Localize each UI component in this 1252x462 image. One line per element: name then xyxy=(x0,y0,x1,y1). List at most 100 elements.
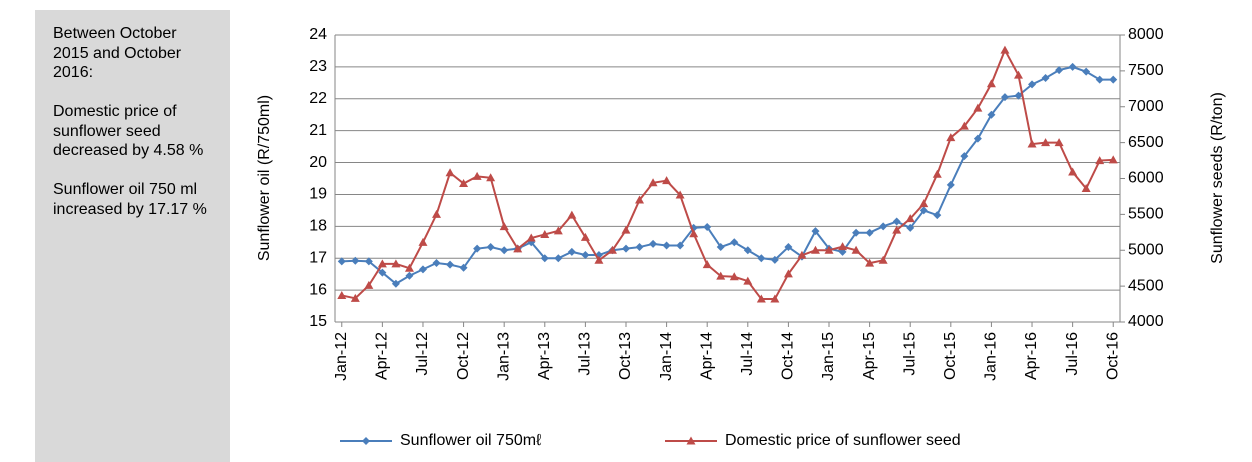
data-point xyxy=(499,222,509,231)
data-point xyxy=(580,232,590,241)
data-point xyxy=(973,134,982,143)
data-point xyxy=(1000,93,1009,102)
data-point xyxy=(946,133,956,142)
x-tick-label: Apr-14 xyxy=(698,332,715,380)
data-point xyxy=(364,280,374,289)
data-point xyxy=(446,260,455,269)
y-tick-label: 18 xyxy=(309,218,327,235)
data-point xyxy=(635,243,644,252)
data-point xyxy=(391,259,401,268)
y2-tick-label: 5500 xyxy=(1128,206,1164,223)
data-point xyxy=(418,237,428,246)
data-point xyxy=(540,229,550,238)
data-point xyxy=(852,228,861,237)
data-point xyxy=(432,259,441,268)
data-point xyxy=(1109,75,1118,84)
x-tick-label: Oct-14 xyxy=(780,332,797,380)
data-point xyxy=(892,217,901,226)
data-point xyxy=(865,228,874,237)
data-point xyxy=(635,195,645,204)
x-tick-label: Oct-12 xyxy=(455,332,472,380)
data-point xyxy=(418,265,427,274)
y-tick-label: 19 xyxy=(309,186,327,203)
data-point xyxy=(906,223,915,232)
data-point xyxy=(473,244,482,253)
data-point xyxy=(919,199,929,208)
series-line xyxy=(341,47,1114,301)
data-point xyxy=(391,279,400,288)
y2-tick-label: 7000 xyxy=(1128,98,1164,115)
x-tick-label: Oct-15 xyxy=(942,332,959,380)
data-point xyxy=(1028,80,1037,89)
data-point xyxy=(1068,62,1077,71)
data-point xyxy=(743,246,752,255)
x-tick-label: Jan-15 xyxy=(820,332,837,381)
data-point xyxy=(933,211,942,220)
data-point xyxy=(686,436,696,445)
data-point xyxy=(621,225,631,234)
data-point xyxy=(730,238,739,247)
data-point xyxy=(540,254,549,263)
data-point xyxy=(1014,91,1023,100)
data-point xyxy=(362,437,370,445)
y-tick-label: 17 xyxy=(309,249,327,266)
y-axis-title: Sunflower oil (R/750ml) xyxy=(256,95,273,261)
data-point xyxy=(689,229,699,238)
x-tick-label: Jan-14 xyxy=(658,332,675,381)
data-point xyxy=(594,255,604,264)
x-tick-label: Apr-12 xyxy=(374,332,391,380)
data-point xyxy=(662,241,671,250)
data-point xyxy=(729,272,739,281)
data-point xyxy=(405,271,414,280)
x-tick-label: Jan-13 xyxy=(495,332,512,381)
data-point xyxy=(1000,45,1010,54)
summary-text: Sunflower oil 750 ml increased by 17.17 … xyxy=(53,181,207,218)
data-point xyxy=(946,180,955,189)
y-tick-label: 22 xyxy=(309,90,327,107)
data-point xyxy=(770,294,780,303)
data-point xyxy=(1068,167,1078,176)
data-point xyxy=(621,244,630,253)
legend-label: Sunflower oil 750mℓ xyxy=(400,432,541,449)
data-point xyxy=(743,276,753,285)
data-point xyxy=(675,190,685,199)
data-point xyxy=(851,245,861,254)
data-point xyxy=(960,152,969,161)
y-tick-label: 24 xyxy=(309,26,327,43)
data-point xyxy=(554,254,563,263)
x-tick-label: Oct-16 xyxy=(1104,332,1121,380)
data-point xyxy=(1054,138,1064,147)
summary-text: Between October 2015 and October 2016: xyxy=(53,25,182,81)
data-point xyxy=(892,225,902,234)
x-tick-label: Jul-12 xyxy=(414,332,431,376)
data-point xyxy=(986,79,996,88)
x-tick-label: Jul-13 xyxy=(577,332,594,376)
x-tick-label: Apr-16 xyxy=(1023,332,1040,380)
data-point xyxy=(350,293,360,302)
data-point xyxy=(364,257,373,266)
y-tick-label: 23 xyxy=(309,58,327,75)
data-point xyxy=(649,239,658,248)
legend-label: Domestic price of sunflower seed xyxy=(725,432,961,449)
data-point xyxy=(432,209,442,218)
data-point xyxy=(932,169,942,178)
summary-text: Domestic price of sunflower seed decreas… xyxy=(53,103,204,159)
data-point xyxy=(500,246,509,255)
data-point xyxy=(553,226,563,235)
data-point xyxy=(351,256,360,265)
data-point xyxy=(486,173,496,182)
data-point xyxy=(783,269,793,278)
data-point xyxy=(1081,184,1091,193)
y2-tick-label: 6000 xyxy=(1128,170,1164,187)
y2-tick-label: 5000 xyxy=(1128,241,1164,258)
x-tick-label: Jul-14 xyxy=(739,332,756,376)
y2-axis-title: Sunflower seeds (R/ton) xyxy=(1209,92,1226,264)
x-tick-label: Apr-15 xyxy=(861,332,878,380)
data-point xyxy=(811,227,820,236)
data-point xyxy=(581,251,590,260)
data-point xyxy=(472,171,482,180)
y2-tick-label: 4000 xyxy=(1128,313,1164,330)
data-point xyxy=(459,263,468,272)
data-point xyxy=(1082,67,1091,76)
